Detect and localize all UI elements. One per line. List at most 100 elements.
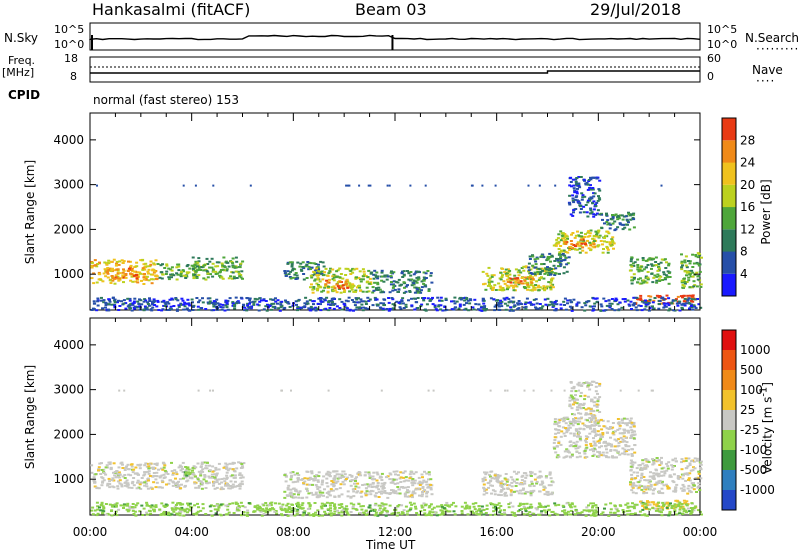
- heatmap-cell: [651, 492, 655, 495]
- heatmap-cell: [306, 489, 309, 492]
- heatmap-cell: [505, 274, 509, 277]
- heatmap-cell: [569, 456, 572, 459]
- heatmap-cell: [549, 284, 553, 287]
- heatmap-cell: [211, 465, 215, 468]
- heatmap-cell: [319, 300, 323, 303]
- heatmap-cell: [618, 504, 622, 507]
- heatmap-cell: [522, 282, 526, 285]
- heatmap-cell: [291, 496, 295, 499]
- heatmap-cell: [93, 259, 97, 262]
- heatmap-cell: [668, 510, 672, 513]
- heatmap-cell: [376, 281, 380, 284]
- heatmap-cell: [382, 298, 386, 301]
- heatmap-cell: [312, 308, 316, 311]
- heatmap-cell: [559, 260, 563, 263]
- heatmap-cell: [123, 481, 127, 484]
- heatmap-cell: [356, 472, 360, 475]
- heatmap-cell: [603, 237, 606, 239]
- heatmap-cell: [493, 305, 497, 308]
- heatmap-cell: [178, 512, 182, 514]
- heatmap-cell: [627, 445, 631, 448]
- heatmap-cell: [335, 470, 339, 473]
- heatmap-cell: [583, 452, 587, 455]
- heatmap-cell: [562, 237, 566, 240]
- heatmap-cell: [324, 267, 328, 270]
- heatmap-cell: [279, 306, 283, 309]
- heatmap-cell: [662, 504, 665, 507]
- heatmap-cell: [503, 298, 507, 301]
- heatmap-cell: [623, 298, 627, 300]
- heatmap-cell: [499, 302, 503, 305]
- heatmap-cell: [110, 505, 114, 508]
- heatmap-cell: [161, 308, 165, 311]
- heatmap-cell: [118, 272, 122, 275]
- heatmap-cell: [412, 502, 416, 505]
- heatmap-cell: [138, 308, 142, 311]
- heatmap-cell: [541, 305, 545, 308]
- heatmap-cell: [594, 385, 598, 388]
- heatmap-cell: [122, 507, 125, 509]
- heatmap-cell: [298, 265, 302, 268]
- heatmap-cell: [613, 505, 617, 508]
- heatmap-cell: [231, 271, 235, 274]
- heatmap-cell: [519, 489, 522, 492]
- heatmap-cell: [551, 481, 555, 484]
- heatmap-cell: [571, 214, 575, 217]
- heatmap-cell: [440, 299, 444, 302]
- heatmap-cell: [278, 309, 282, 312]
- heatmap-cell: [163, 267, 167, 269]
- heatmap-cell: [93, 485, 97, 488]
- heatmap-cell: [417, 476, 421, 479]
- heatmap-cell: [248, 297, 252, 300]
- heatmap-cell: [528, 276, 532, 279]
- heatmap-cell: [195, 277, 199, 279]
- heatmap-cell: [296, 309, 299, 312]
- heatmap-cell: [610, 238, 614, 241]
- heatmap-cell: [130, 482, 134, 485]
- heatmap-cell: [659, 474, 663, 477]
- heatmap-cell: [482, 486, 486, 489]
- heatmap-cell: [511, 505, 515, 508]
- heatmap-cell: [579, 231, 583, 234]
- heatmap-cell: [570, 407, 574, 410]
- heatmap-cell: [621, 218, 625, 221]
- heatmap-cell: [287, 484, 291, 487]
- heatmap-cell: [421, 493, 424, 496]
- heatmap-cell: [125, 465, 129, 468]
- heatmap-cell: [579, 395, 583, 398]
- heatmap-cell: [699, 468, 703, 471]
- heatmap-cell: [130, 465, 134, 468]
- heatmap-cell: [634, 492, 638, 495]
- heatmap-cell: [572, 211, 575, 214]
- heatmap-cell: [602, 425, 606, 428]
- heatmap-cell: [682, 302, 686, 305]
- heatmap-cell: [364, 487, 368, 490]
- heatmap-cell: [564, 427, 568, 429]
- heatmap-cell: [435, 309, 439, 312]
- heatmap-cell: [596, 422, 600, 425]
- heatmap-cell: [603, 507, 606, 510]
- heatmap-cell: [328, 307, 332, 309]
- heatmap-cell: [534, 260, 538, 263]
- heatmap-cell: [104, 466, 108, 469]
- heatmap-cell: [520, 277, 524, 279]
- heatmap-cell: [491, 489, 495, 492]
- heatmap-cell: [630, 421, 634, 424]
- heatmap-cell: [210, 309, 214, 312]
- heatmap-cell: [542, 285, 546, 288]
- heatmap-cell: [515, 285, 519, 288]
- heatmap-cell: [687, 279, 691, 282]
- heatmap-cell: [430, 508, 434, 511]
- heatmap-cell: [657, 475, 661, 478]
- heatmap-cell: [629, 437, 633, 439]
- heatmap-cell: [295, 274, 299, 277]
- heatmap-cell: [566, 251, 570, 254]
- heatmap-cell: [234, 501, 238, 504]
- heatmap-cell: [361, 268, 365, 271]
- heatmap-cell: [536, 513, 540, 516]
- heatmap-cell: [226, 505, 230, 508]
- heatmap-cell: [289, 471, 293, 474]
- heatmap-cell: [644, 305, 648, 308]
- heatmap-cell: [424, 309, 428, 312]
- heatmap-cell: [421, 476, 424, 479]
